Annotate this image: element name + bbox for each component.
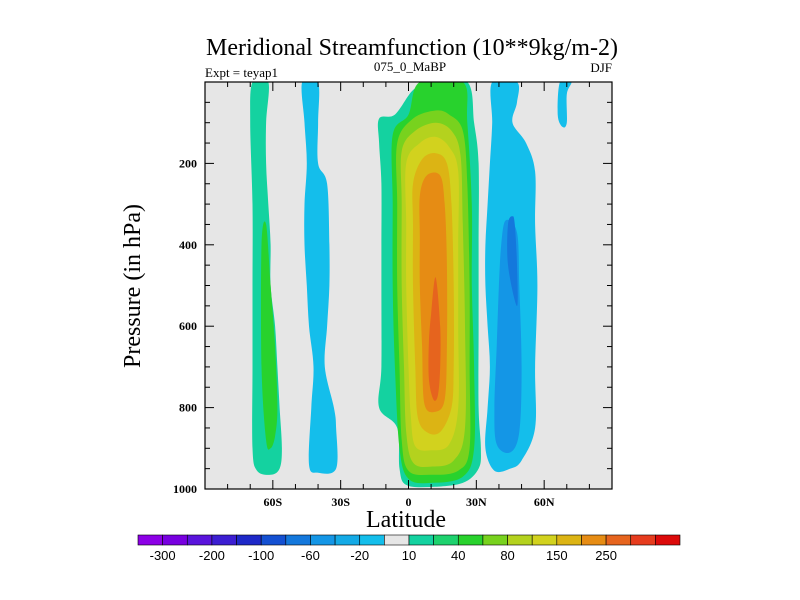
x-tick-label: 60N	[534, 495, 555, 509]
colorbar-label: 10	[402, 548, 416, 563]
x-tick-label: 30S	[331, 495, 350, 509]
colorbar-label: -200	[199, 548, 225, 563]
colorbar-swatch	[507, 534, 533, 546]
y-axis-label: Pressure (in hPa)	[120, 204, 146, 368]
y-tick-label: 200	[179, 156, 197, 170]
colorbar-swatch	[433, 534, 459, 546]
contour-region-hadley-core	[428, 277, 441, 401]
colorbar-swatch	[260, 534, 287, 546]
colorbar: -300 -200 -100 -60 -20 10 40 80 150 250	[137, 534, 681, 563]
colorbar-swatch	[137, 534, 163, 546]
experiment-label: Expt = teyap1	[205, 65, 278, 80]
contour-regions	[250, 82, 572, 488]
colorbar-swatch	[310, 534, 336, 546]
x-tick-label: 30N	[466, 495, 487, 509]
axis-ticks: 60S 30S 0 30N 60N 200 400 600 800 1000	[173, 82, 612, 509]
colorbar-swatch	[482, 534, 508, 546]
colorbar-swatch	[359, 534, 385, 546]
x-tick-label: 0	[406, 495, 412, 509]
colorbar-swatch	[408, 534, 434, 546]
colorbar-swatch	[285, 534, 311, 546]
y-tick-label: 1000	[173, 482, 197, 496]
colorbar-swatch	[211, 534, 237, 546]
x-tick-label: 60S	[263, 495, 282, 509]
colorbar-swatch	[655, 534, 681, 546]
y-tick-label: 800	[179, 401, 197, 415]
colorbar-swatch	[384, 534, 410, 546]
colorbar-label: 150	[546, 548, 568, 563]
contour-region-sh-outer-core	[260, 221, 278, 450]
colorbar-label: 40	[451, 548, 465, 563]
colorbar-swatch	[162, 534, 188, 546]
season-label: DJF	[590, 60, 612, 75]
colorbar-swatch	[531, 534, 558, 546]
colorbar-label: -300	[150, 548, 176, 563]
y-tick-label: 600	[179, 319, 197, 333]
colorbar-label: -100	[248, 548, 274, 563]
contour-region-nh-cell-mid	[507, 216, 518, 306]
colorbar-swatch	[581, 534, 607, 546]
colorbar-swatch	[605, 534, 632, 546]
colorbar-label: 250	[595, 548, 617, 563]
colorbar-swatch	[556, 534, 582, 546]
colorbar-swatch	[186, 534, 213, 546]
colorbar-label: -20	[350, 548, 369, 563]
colorbar-swatch	[236, 534, 262, 546]
chart-title: Meridional Streamfunction (10**9kg/m-2)	[206, 35, 618, 61]
contour-region-sh-middle-cell	[301, 82, 338, 474]
colorbar-label: 80	[500, 548, 514, 563]
plot-area: 60S 30S 0 30N 60N 200 400 600 800 1000	[173, 81, 613, 509]
colorbar-swatch	[457, 534, 484, 546]
x-axis-label: Latitude	[366, 507, 446, 533]
colorbar-label: -60	[301, 548, 320, 563]
contour-region-nh-polar-tongue	[557, 82, 572, 128]
colorbar-swatch	[334, 534, 361, 546]
period-label: 075_0_MaBP	[374, 59, 446, 74]
y-tick-label: 400	[179, 238, 197, 252]
colorbar-swatch	[630, 534, 656, 546]
